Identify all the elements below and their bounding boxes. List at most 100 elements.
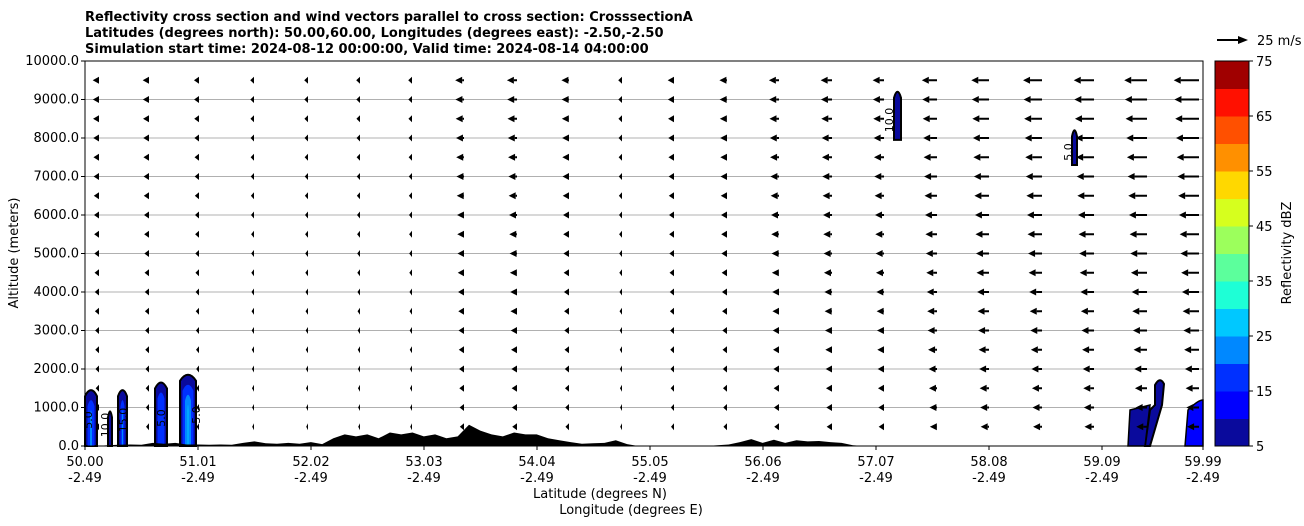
wind-arrow xyxy=(824,307,832,315)
wind-arrow xyxy=(95,365,99,373)
wind-arrow-head xyxy=(196,346,199,354)
wind-arrow xyxy=(459,365,464,373)
x-tick-label-lon: -2.49 xyxy=(294,471,328,486)
wind-arrow xyxy=(305,365,308,373)
wind-arrow xyxy=(1132,327,1147,334)
wind-arrow-head xyxy=(1023,76,1031,84)
wind-arrow-head xyxy=(456,173,464,180)
wind-arrow-head xyxy=(877,365,884,373)
wind-arrow xyxy=(973,153,989,161)
wind-arrow xyxy=(1027,230,1042,238)
wind-arrow-head xyxy=(923,134,931,142)
wind-arrow-head xyxy=(251,230,254,238)
wind-arrow-head xyxy=(194,211,199,219)
wind-arrow xyxy=(721,288,727,296)
x-tick-label-lon: -2.49 xyxy=(1085,471,1119,486)
wind-arrow-head xyxy=(1073,76,1081,84)
wind-arrow-head xyxy=(977,288,985,296)
wind-arrow xyxy=(565,404,569,411)
wind-arrow-head xyxy=(409,384,412,392)
wind-arrow-head xyxy=(722,327,727,334)
wind-arrow-head xyxy=(195,288,199,296)
wind-arrow xyxy=(410,404,412,411)
wind-arrow-head xyxy=(772,327,779,334)
wind-arrow-head xyxy=(409,288,412,296)
wind-arrow xyxy=(772,327,779,334)
wind-arrow-head xyxy=(145,365,149,373)
wind-arrow xyxy=(720,211,727,219)
wind-arrow xyxy=(1128,211,1147,219)
wind-arrow-head xyxy=(459,423,464,431)
wind-arrow-head xyxy=(562,173,569,180)
wind-arrow xyxy=(563,250,569,257)
wind-arrow xyxy=(1080,288,1094,296)
reflectivity-contour xyxy=(1071,129,1078,166)
wind-arrow xyxy=(408,192,412,200)
wind-arrow-head xyxy=(770,192,778,200)
wind-arrow-head xyxy=(304,211,308,219)
wind-arrow xyxy=(511,404,517,411)
wind-arrow xyxy=(510,307,517,315)
wind-arrow-head xyxy=(250,96,254,103)
wind-arrow xyxy=(96,423,99,431)
wind-arrow xyxy=(563,269,569,277)
wind-arrow xyxy=(251,230,254,238)
wind-arrow-head xyxy=(143,153,149,161)
wind-arrow-head xyxy=(1132,307,1140,315)
wind-arrow xyxy=(94,269,99,277)
wind-arrow xyxy=(670,365,674,373)
wind-arrow-head xyxy=(980,404,988,411)
wind-arrow xyxy=(824,327,832,334)
wind-arrow xyxy=(668,211,674,219)
title-line-3: Simulation start time: 2024-08-12 00:00:… xyxy=(85,42,649,57)
colorbar-tick-label: 45 xyxy=(1256,220,1273,235)
wind-arrow-head xyxy=(973,153,981,161)
wind-arrow-head xyxy=(456,192,464,200)
wind-arrow-head xyxy=(511,404,517,411)
wind-arrow-head xyxy=(510,288,517,296)
wind-arrow-head xyxy=(306,404,308,411)
wind-arrow-head xyxy=(824,307,832,315)
wind-arrow-head xyxy=(251,384,254,392)
wind-arrow-head xyxy=(357,269,360,277)
wind-arrow xyxy=(1081,327,1094,334)
wind-arrow-head xyxy=(1187,423,1195,431)
wind-arrow xyxy=(1127,173,1147,180)
wind-arrow-head xyxy=(974,211,982,219)
wind-arrow xyxy=(923,134,937,142)
colorbar-tick-label: 5 xyxy=(1256,440,1264,455)
wind-arrow xyxy=(356,134,360,142)
wind-arrow-head xyxy=(772,288,779,296)
wind-arrow xyxy=(822,192,832,200)
wind-arrow xyxy=(1183,327,1199,334)
colorbar-band xyxy=(1215,253,1249,282)
wind-arrow-head xyxy=(1027,230,1035,238)
wind-arrow-head xyxy=(822,211,830,219)
wind-arrow-head xyxy=(142,96,149,103)
wind-arrow-head xyxy=(873,134,881,142)
wind-arrow-head xyxy=(195,307,199,315)
wind-arrow xyxy=(458,288,464,296)
wind-arrow xyxy=(1030,346,1042,354)
wind-arrow-head xyxy=(144,269,149,277)
wind-arrow-head xyxy=(194,173,199,180)
wind-arrow xyxy=(458,346,464,354)
wind-arrow xyxy=(357,365,360,373)
wind-arrow xyxy=(826,404,832,411)
wind-arrow-head xyxy=(720,192,727,200)
wind-arrow-head xyxy=(457,230,464,238)
wind-arrow xyxy=(251,250,254,257)
wind-arrow xyxy=(620,423,622,431)
wind-arrow xyxy=(826,423,832,431)
wind-arrow xyxy=(409,288,412,296)
wind-arrow-head xyxy=(1028,269,1036,277)
wind-arrow xyxy=(195,230,199,238)
wind-arrow-head xyxy=(458,288,464,296)
wind-arrow xyxy=(95,384,99,392)
wind-arrow xyxy=(357,269,360,277)
wind-arrow-head xyxy=(720,173,727,180)
wind-arrow xyxy=(94,307,99,315)
wind-arrow xyxy=(306,404,308,411)
wind-arrow xyxy=(619,230,622,238)
